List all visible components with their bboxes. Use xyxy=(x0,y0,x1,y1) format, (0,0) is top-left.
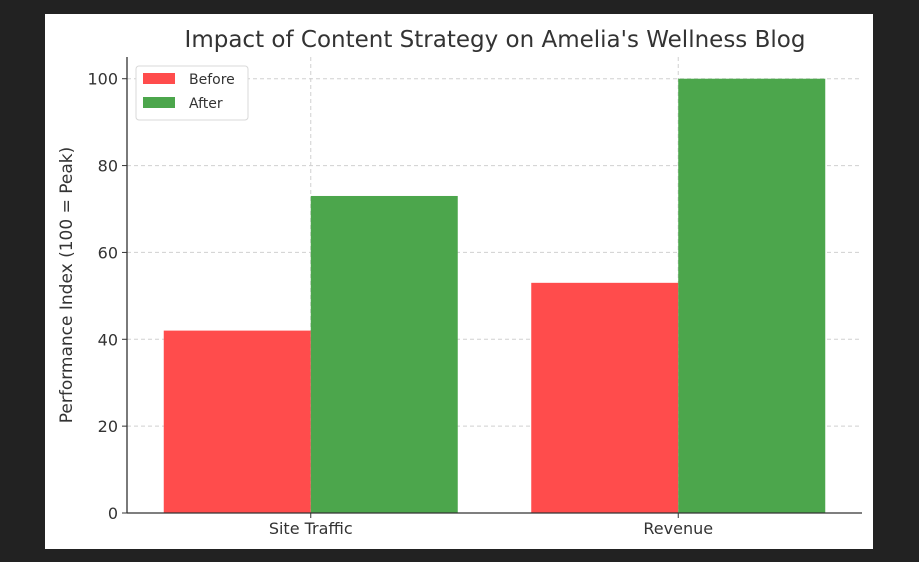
y-tick-label: 0 xyxy=(108,504,118,523)
bar-before-site-traffic xyxy=(163,330,311,513)
legend-label-before: Before xyxy=(189,72,235,88)
x-tick-label: Revenue xyxy=(643,519,713,538)
bar-before-revenue xyxy=(531,282,679,513)
bar-after-site-traffic xyxy=(310,195,458,513)
y-tick-label: 40 xyxy=(98,330,118,349)
y-tick-label: 80 xyxy=(98,157,118,176)
bar-after-revenue xyxy=(678,78,826,513)
y-tick-label: 60 xyxy=(98,243,118,262)
y-tick-label: 20 xyxy=(98,417,118,436)
y-axis-label: Performance Index (100 = Peak) xyxy=(57,147,77,423)
y-tick-label: 100 xyxy=(87,70,118,89)
legend-swatch-after xyxy=(143,97,175,108)
x-tick-label: Site Traffic xyxy=(269,519,353,538)
legend: Before After xyxy=(135,65,249,121)
chart-title: Impact of Content Strategy on Amelia's W… xyxy=(185,27,806,53)
legend-swatch-before xyxy=(143,73,175,84)
legend-label-after: After xyxy=(189,96,223,112)
